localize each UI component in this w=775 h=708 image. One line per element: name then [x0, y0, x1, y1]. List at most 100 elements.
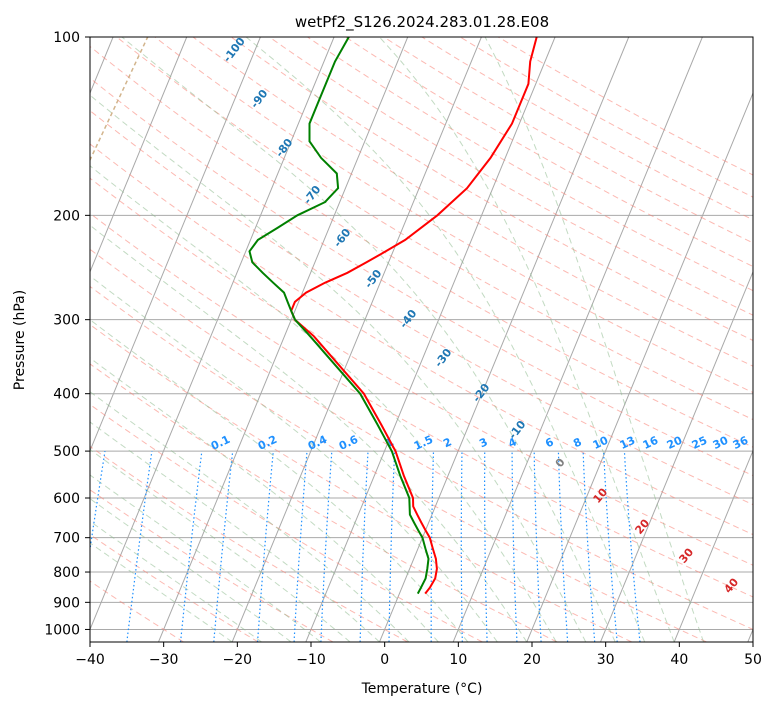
- dry-adiabat-line: [307, 37, 753, 292]
- isotherm-line: [231, 37, 482, 642]
- x-tick-label: 10: [449, 652, 467, 668]
- x-tick-label: −30: [149, 652, 179, 668]
- mixing-ratio-line: [603, 451, 618, 642]
- dry-adiabat-label: -70: [301, 183, 324, 207]
- mixing-ratio-line: [460, 451, 463, 642]
- moist-adiabat-label: 10: [590, 485, 610, 505]
- dry-adiabat-line: [383, 37, 753, 244]
- moist-adiabat-line: [90, 357, 439, 642]
- moist-adiabat-label: 20: [632, 516, 652, 536]
- y-tick-label: 800: [53, 565, 80, 581]
- dewpoint-line: [248, 37, 430, 595]
- mixing-ratio-label: 3: [477, 435, 489, 450]
- dry-adiabat-line: [459, 37, 753, 198]
- y-tick-label: 200: [53, 208, 80, 224]
- moist-adiabat-line: [90, 275, 498, 642]
- saturation-curve: [90, 37, 149, 162]
- dry-adiabat-line: [90, 363, 558, 642]
- moist-adiabat-line: [90, 542, 233, 642]
- mixing-ratio-label: 20: [665, 434, 685, 452]
- x-axis-ticks: −40 −30 −20 −10 0 10 20 30 40 50: [75, 642, 762, 668]
- isotherm-line: [305, 37, 556, 642]
- moist-adiabat-line: [121, 37, 616, 642]
- x-tick-label: 30: [597, 652, 615, 668]
- dry-adiabat-line: [116, 37, 753, 421]
- x-tick-label: 40: [670, 652, 688, 668]
- isotherm-line: [90, 37, 261, 452]
- dry-adiabat-line: [269, 37, 753, 316]
- background-lines: [90, 37, 753, 642]
- mixing-ratio-label: 2: [441, 435, 453, 450]
- isotherm-line: [158, 37, 409, 642]
- dry-adiabat-line: [90, 212, 753, 598]
- mixing-ratio-label: 10: [591, 434, 611, 452]
- moist-adiabat-line: [90, 94, 587, 642]
- dry-adiabat-line: [154, 37, 753, 394]
- mixing-ratio-label: 30: [711, 434, 731, 452]
- mixing-ratio-label: 13: [618, 434, 637, 452]
- isotherm-line: [526, 91, 753, 642]
- dry-adiabat-label: -40: [397, 307, 420, 331]
- dry-adiabat-label: -60: [331, 226, 354, 250]
- mixing-ratio-line: [359, 451, 369, 642]
- dry-adiabat-line: [345, 37, 753, 268]
- dry-adiabat-label: -20: [470, 381, 493, 405]
- mixing-ratio-label: 0.4: [306, 433, 329, 453]
- moist-adiabat-line: [90, 474, 321, 642]
- isopleth-labels: -100-90-80-70-60-50-40-30-20-1000.1 0.2 0.…: [209, 35, 751, 596]
- moist-adiabat-line: [379, 37, 675, 642]
- y-tick-label: 700: [53, 531, 80, 547]
- profile-series: [248, 37, 538, 595]
- x-tick-label: 0: [380, 652, 389, 668]
- x-tick-label: 20: [523, 652, 541, 668]
- y-tick-label: 600: [53, 491, 80, 507]
- mixing-ratio-label: 0.6: [337, 433, 360, 453]
- dry-adiabat-line: [90, 489, 334, 642]
- moist-adiabat-line: [90, 520, 262, 642]
- y-tick-label: 900: [53, 595, 80, 611]
- dry-adiabat-line: [90, 533, 259, 642]
- isotherm-line: [90, 37, 188, 274]
- moist-adiabat-label: 40: [721, 575, 741, 595]
- dry-adiabat-line: [90, 45, 753, 448]
- dry-adiabat-label: 0: [553, 456, 568, 470]
- dry-adiabat-label: -30: [432, 346, 455, 370]
- mixing-ratio-label: 36: [731, 434, 751, 452]
- dry-adiabat-line: [497, 37, 753, 176]
- plot-frame: [89, 36, 754, 643]
- dry-adiabat-line: [230, 37, 753, 342]
- isotherm-line: [379, 37, 630, 642]
- isotherm-line: [90, 37, 335, 631]
- dry-adiabat-line: [90, 177, 753, 566]
- moist-adiabat-line: [484, 37, 705, 642]
- isotherm-line: [452, 37, 703, 642]
- moist-adiabat-line: [90, 421, 380, 642]
- x-tick-label: −10: [296, 652, 326, 668]
- mixing-ratio-line: [213, 451, 234, 642]
- moist-adiabat-line: [90, 165, 557, 642]
- dry-adiabat-line: [90, 77, 753, 477]
- x-tick-label: 50: [744, 652, 762, 668]
- temperature-line: [290, 37, 538, 595]
- mixing-ratio-line: [582, 451, 596, 642]
- chart-title: wetPf2_S126.2024.283.01.28.E08: [295, 13, 549, 32]
- dry-adiabat-line: [90, 323, 633, 642]
- dry-adiabat-line: [90, 445, 408, 642]
- mixing-ratio-line: [533, 451, 542, 642]
- mixing-ratio-line: [511, 451, 518, 642]
- y-tick-label: 400: [53, 387, 80, 403]
- moist-adiabat-line: [90, 391, 410, 642]
- dry-adiabat-line: [90, 248, 753, 630]
- x-axis-label: Temperature (°C): [361, 681, 483, 697]
- moist-adiabat-line: [90, 224, 528, 642]
- y-tick-label: 500: [53, 444, 80, 460]
- y-tick-label: 100: [53, 30, 80, 46]
- dry-adiabat-line: [90, 110, 753, 506]
- mixing-ratio-line: [126, 451, 153, 642]
- x-tick-label: −20: [223, 652, 253, 668]
- mixing-ratio-label: 16: [641, 434, 661, 452]
- y-axis-ticks: 100 200 300 400 500 600 700 800 900 1000: [44, 30, 90, 638]
- mixing-ratio-label: 25: [690, 434, 709, 452]
- dry-adiabat-line: [421, 37, 753, 221]
